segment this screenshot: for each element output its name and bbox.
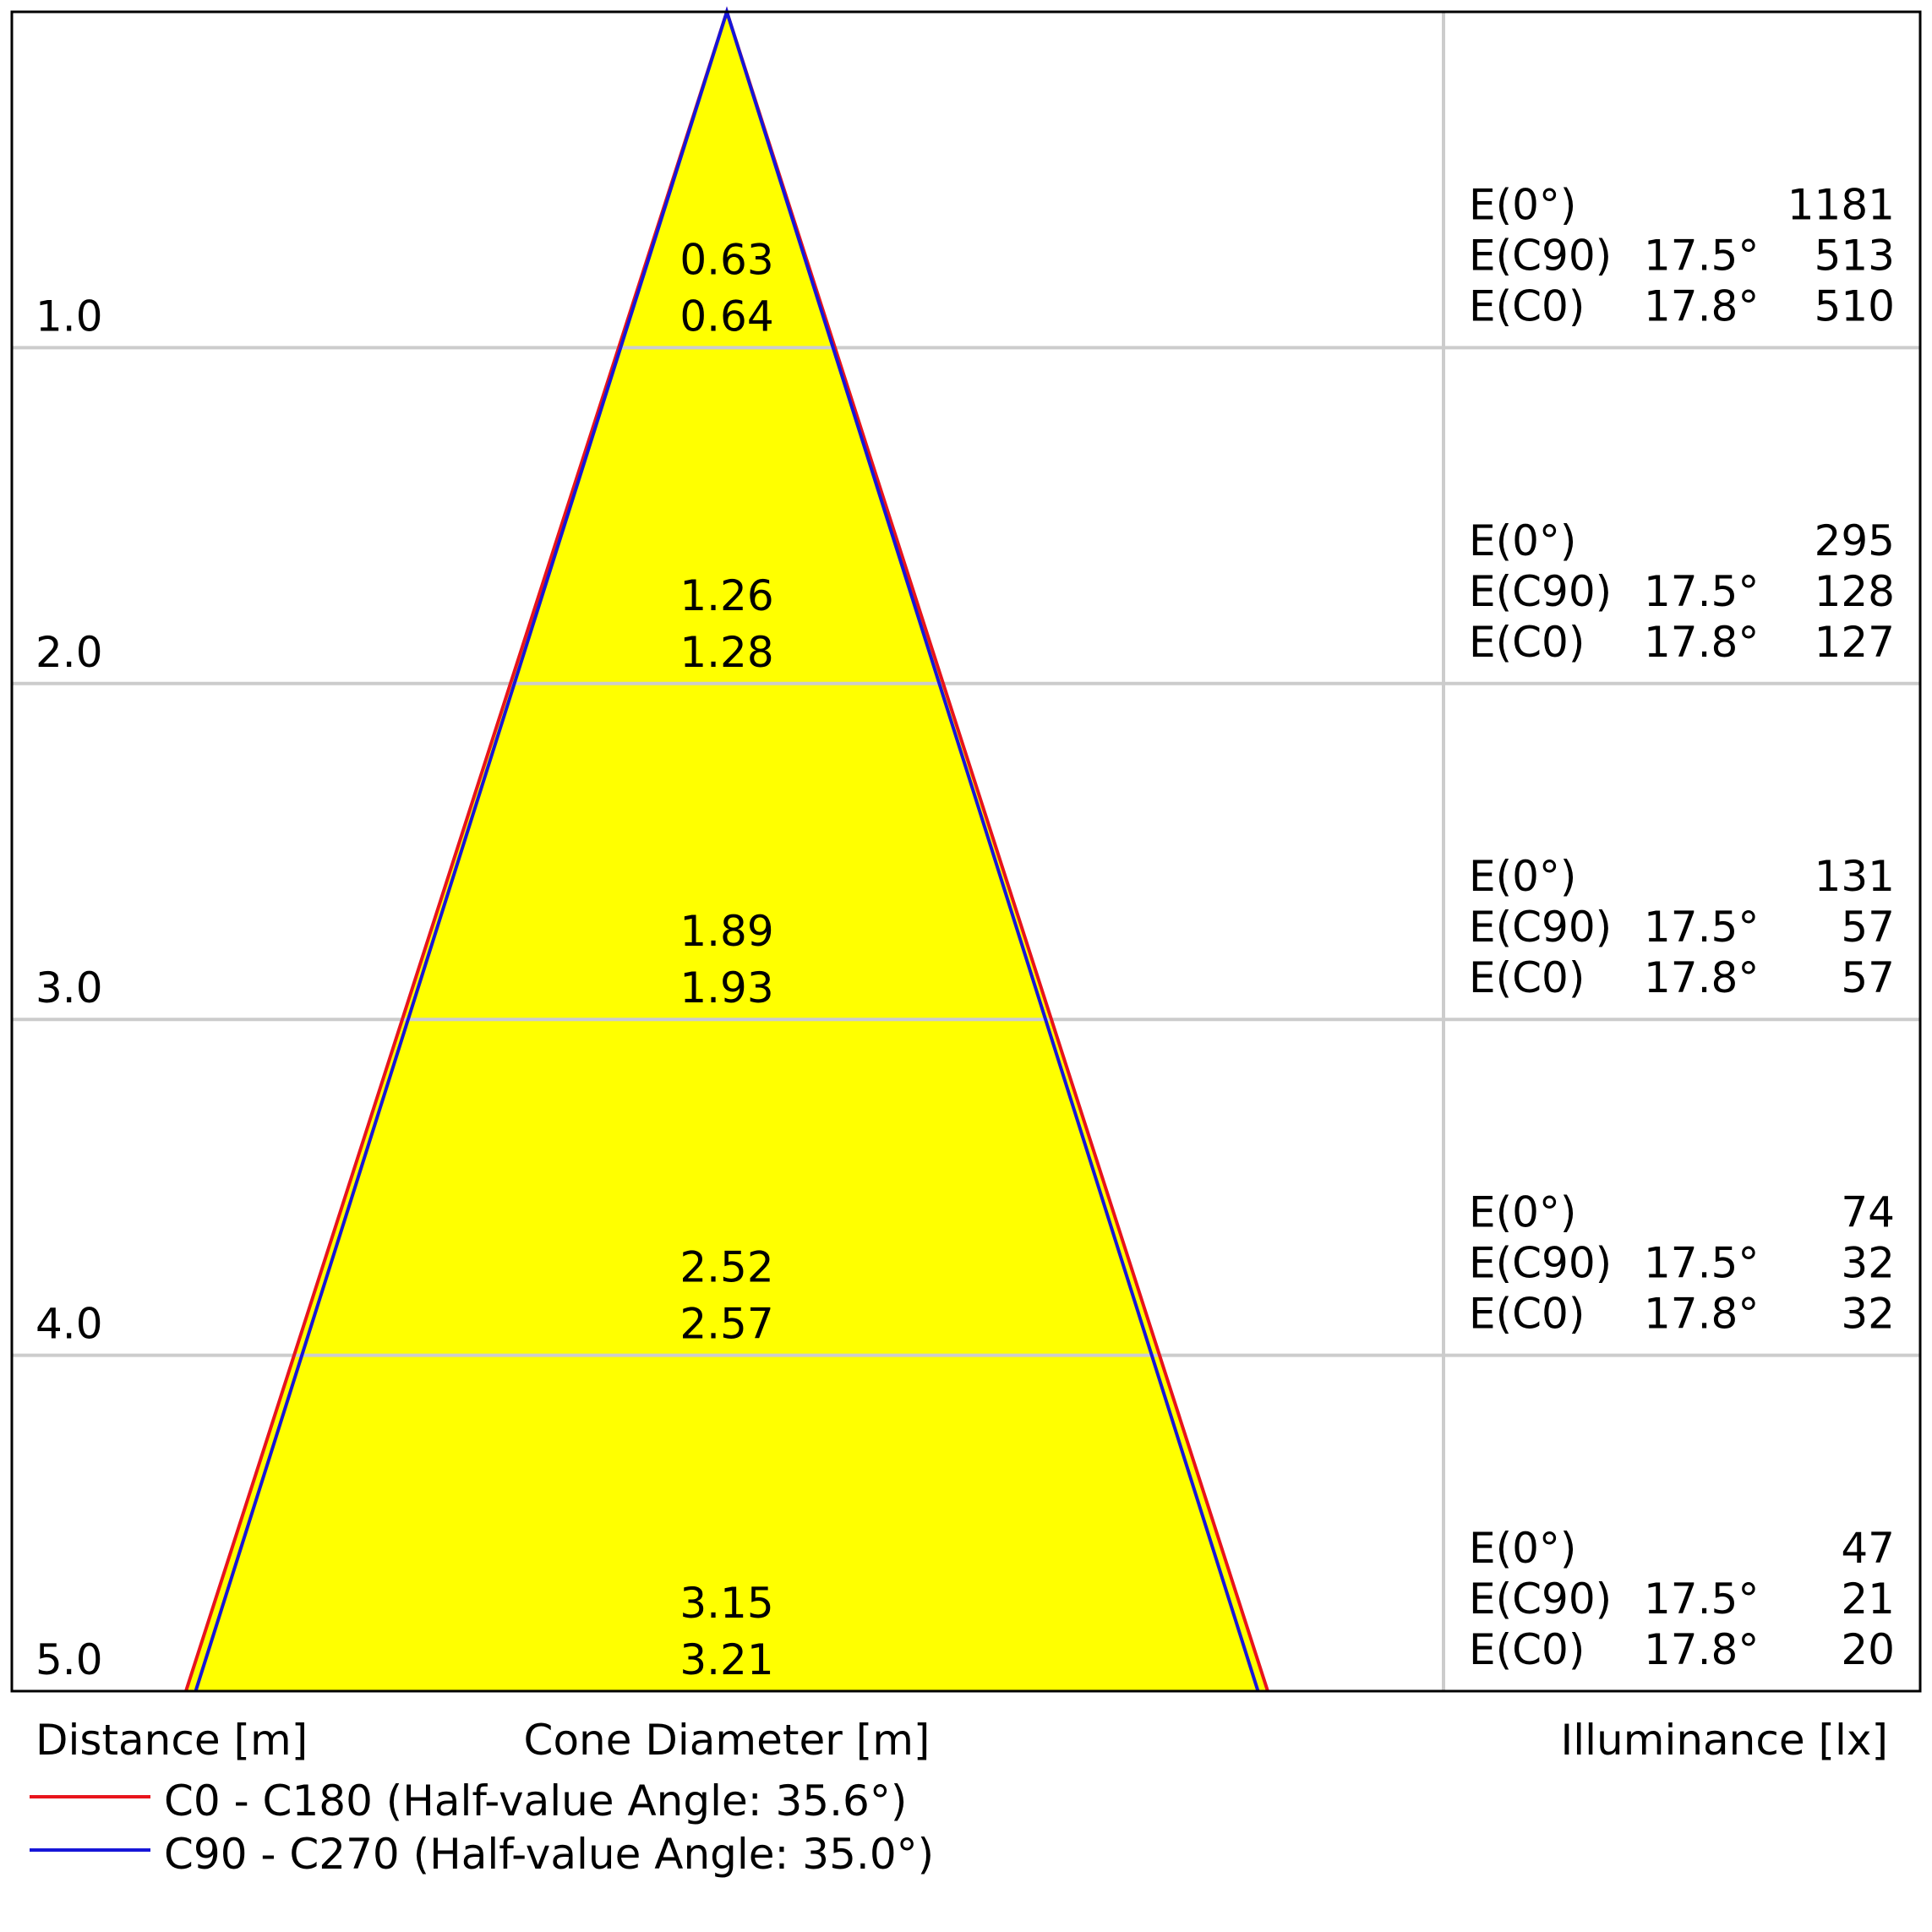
legend-label-c0: C0 - C180 (Half-value Angle: 35.6°) [164, 1776, 907, 1826]
illuminance-e0-value: 47 [1841, 1524, 1895, 1573]
row-labels: 1.0 0.63 0.64 E(0°) 1181 E(C90) 17.5° 513 E(C0) 1… [35, 180, 1895, 1684]
illuminance-ec90-angle: 17.5° [1644, 1239, 1759, 1288]
illuminance-axis-label: Illuminance [lx] [1561, 1716, 1888, 1765]
cone-diameter-c0: 1.93 [679, 963, 773, 1012]
illuminance-ec90-label: E(C90) [1469, 567, 1612, 616]
illuminance-ec90-label: E(C90) [1469, 231, 1612, 280]
cone-layer [186, 12, 1268, 1691]
cone-diameter-c0: 0.64 [679, 292, 773, 341]
illuminance-ec90-angle: 17.5° [1644, 903, 1759, 952]
illuminance-e0-value: 74 [1841, 1188, 1895, 1237]
illuminance-ec0-angle: 17.8° [1644, 1625, 1759, 1674]
illuminance-ec90-value: 32 [1841, 1239, 1895, 1288]
illuminance-ec0-value: 32 [1841, 1290, 1895, 1339]
cone-diameter-c90: 0.63 [679, 235, 773, 284]
illuminance-ec0-value: 510 [1815, 281, 1895, 330]
distance-tick-label: 3.0 [35, 963, 103, 1012]
illuminance-ec90-angle: 17.5° [1644, 567, 1759, 616]
illuminance-ec0-label: E(C0) [1469, 1625, 1585, 1674]
distance-tick-label: 5.0 [35, 1635, 103, 1684]
distance-tick-label: 4.0 [35, 1300, 103, 1349]
grid-layer [10, 6, 1922, 1693]
diameter-axis-label: Cone Diameter [m] [524, 1716, 931, 1765]
illuminance-ec0-angle: 17.8° [1644, 618, 1759, 667]
distance-tick-label: 2.0 [35, 628, 103, 677]
axis-labels: Distance [m] Cone Diameter [m] Illuminan… [35, 1716, 1888, 1765]
illuminance-ec90-angle: 17.5° [1644, 1575, 1759, 1624]
illuminance-e0-value: 131 [1815, 852, 1895, 901]
illuminance-ec0-label: E(C0) [1469, 1290, 1585, 1339]
illuminance-ec0-angle: 17.8° [1644, 953, 1759, 1002]
illuminance-ec90-value: 21 [1841, 1575, 1895, 1624]
illuminance-e0-label: E(0°) [1469, 180, 1576, 229]
illuminance-ec0-label: E(C0) [1469, 281, 1585, 330]
cone-fill [186, 12, 1268, 1691]
cone-diameter-c0: 2.57 [679, 1300, 773, 1349]
illuminance-ec0-value: 57 [1841, 953, 1895, 1002]
illuminance-ec0-angle: 17.8° [1644, 1290, 1759, 1339]
chart-frame [10, 10, 1922, 1693]
illuminance-ec90-angle: 17.5° [1644, 231, 1759, 280]
illuminance-ec90-label: E(C90) [1469, 903, 1612, 952]
illuminance-ec90-label: E(C90) [1469, 1239, 1612, 1288]
illuminance-e0-value: 295 [1815, 516, 1895, 565]
cone-diameter-c0: 1.28 [679, 628, 773, 677]
legend: C0 - C180 (Half-value Angle: 35.6°) C90 … [30, 1776, 934, 1879]
illuminance-ec0-label: E(C0) [1469, 618, 1585, 667]
illuminance-ec0-value: 20 [1841, 1625, 1895, 1674]
illuminance-e0-label: E(0°) [1469, 852, 1576, 901]
illuminance-e0-label: E(0°) [1469, 516, 1576, 565]
cone-diameter-c0: 3.21 [679, 1635, 773, 1684]
illuminance-e0-label: E(0°) [1469, 1524, 1576, 1573]
illuminance-ec0-label: E(C0) [1469, 953, 1585, 1002]
distance-tick-label: 1.0 [35, 292, 103, 341]
illuminance-ec0-angle: 17.8° [1644, 281, 1759, 330]
illuminance-ec90-value: 513 [1815, 231, 1895, 280]
distance-axis-label: Distance [m] [35, 1716, 308, 1765]
cone-diameter-c90: 1.26 [679, 571, 773, 620]
illuminance-ec90-label: E(C90) [1469, 1575, 1612, 1624]
cone-diameter-c90: 3.15 [679, 1579, 773, 1628]
illuminance-e0-label: E(0°) [1469, 1188, 1576, 1237]
illuminance-ec90-value: 128 [1815, 567, 1895, 616]
illuminance-ec0-value: 127 [1815, 618, 1895, 667]
illuminance-e0-value: 1181 [1787, 180, 1895, 229]
illuminance-ec90-value: 57 [1841, 903, 1895, 952]
legend-label-c90: C90 - C270 (Half-value Angle: 35.0°) [164, 1830, 934, 1879]
cone-diameter-c90: 2.52 [679, 1243, 773, 1292]
cone-diameter-c90: 1.89 [679, 907, 773, 956]
